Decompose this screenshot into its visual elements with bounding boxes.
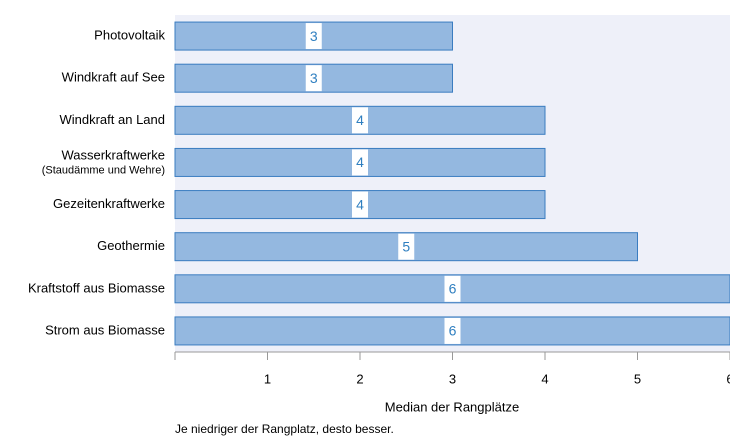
- value-label: 6: [449, 281, 457, 297]
- category-label: Strom aus Biomasse: [45, 322, 165, 337]
- category-label: Windkraft an Land: [59, 112, 165, 127]
- x-tick-label: 3: [449, 371, 456, 386]
- x-axis-label: Median der Rangplätze: [385, 399, 519, 414]
- x-tick-label: 4: [541, 371, 548, 386]
- category-label: Photovoltaik: [94, 28, 165, 43]
- value-label-box: [305, 65, 322, 92]
- category-label: Gezeitenkraftwerke: [53, 196, 165, 211]
- value-label-box: [305, 23, 322, 50]
- category-label: Kraftstoff aus Biomasse: [28, 280, 165, 295]
- value-label-box: [444, 317, 461, 344]
- category-label: Geothermie: [97, 238, 165, 253]
- category-label-line: Wasserkraftwerke: [61, 148, 165, 163]
- x-tick-label: 5: [634, 371, 641, 386]
- value-label-box: [398, 233, 415, 260]
- x-tick-label: 6: [726, 371, 730, 386]
- footnote: Je niedriger der Rangplatz, desto besser…: [175, 422, 394, 436]
- value-label: 4: [356, 112, 364, 128]
- value-label: 3: [310, 70, 318, 86]
- value-label: 4: [356, 154, 364, 170]
- value-label: 5: [402, 238, 410, 254]
- value-label-box: [444, 275, 461, 302]
- value-label-box: [352, 149, 368, 176]
- x-tick-label: 1: [264, 371, 271, 386]
- value-label: 4: [356, 196, 364, 212]
- value-label: 6: [449, 323, 457, 339]
- value-label-box: [352, 107, 368, 134]
- x-tick-label: 2: [356, 371, 363, 386]
- category-label-line: (Staudämme und Wehre): [42, 164, 165, 176]
- category-label: Wasserkraftwerke (Staudämme und Wehre): [42, 148, 165, 176]
- category-label: Windkraft auf See: [62, 70, 165, 85]
- value-label-box: [352, 191, 368, 218]
- value-label: 3: [310, 28, 318, 44]
